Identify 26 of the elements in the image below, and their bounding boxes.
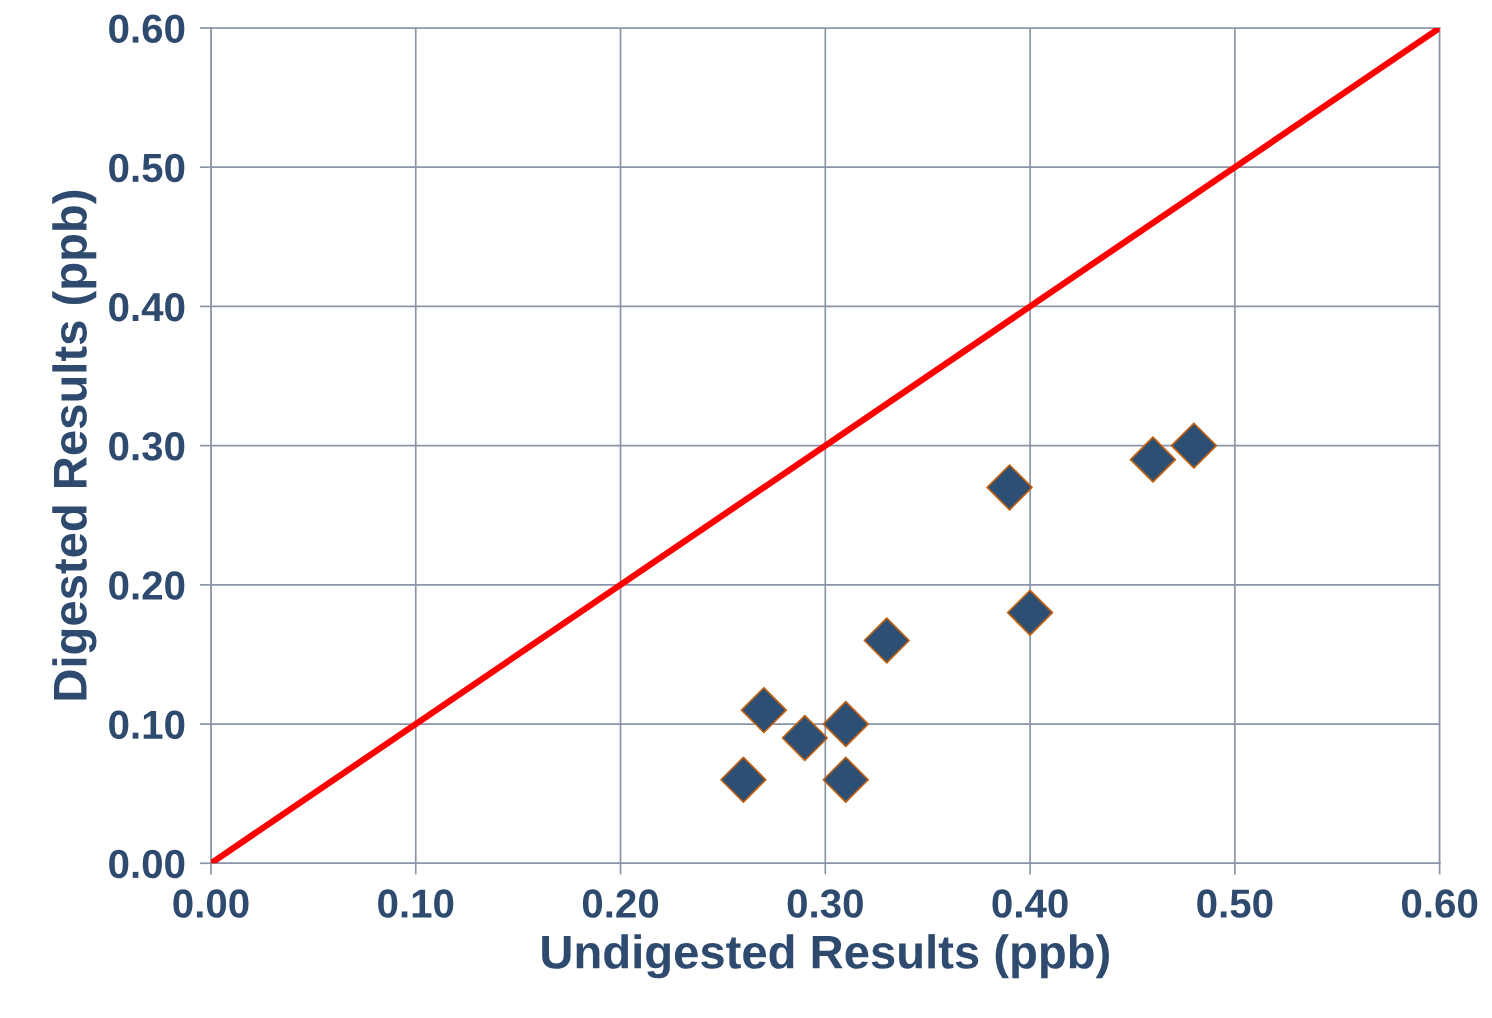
y-tick-label: 0.50 [109,153,185,183]
point [822,700,870,748]
point [781,714,829,762]
y-tick-label: 0.00 [109,849,185,879]
x-axis-title: Undigested Results (ppb) [542,934,1109,979]
point [1170,422,1218,469]
y-tick-label: 0.60 [109,14,185,43]
x-tick-label: 0.30 [787,889,863,918]
y-tick-label: 0.20 [109,571,185,600]
x-tick-label: 0.50 [1197,889,1273,918]
point [822,756,870,803]
point [740,686,788,734]
point [1006,589,1054,636]
y-tick-label: 0.30 [109,432,185,461]
y-tick-label: 0.10 [109,710,185,740]
point [720,756,767,803]
x-tick-label: 0.40 [992,889,1068,918]
x-tick-label: 0.10 [378,889,454,918]
point [986,464,1033,511]
point [1129,436,1177,483]
y-tick-label: 0.40 [109,292,185,322]
x-tick-label: 0.00 [173,889,249,918]
point [863,617,910,664]
x-tick-label: 0.60 [1402,889,1478,918]
x-tick-label: 0.20 [582,889,659,918]
y-axis-title: Digested Results (ppb) [52,190,97,700]
